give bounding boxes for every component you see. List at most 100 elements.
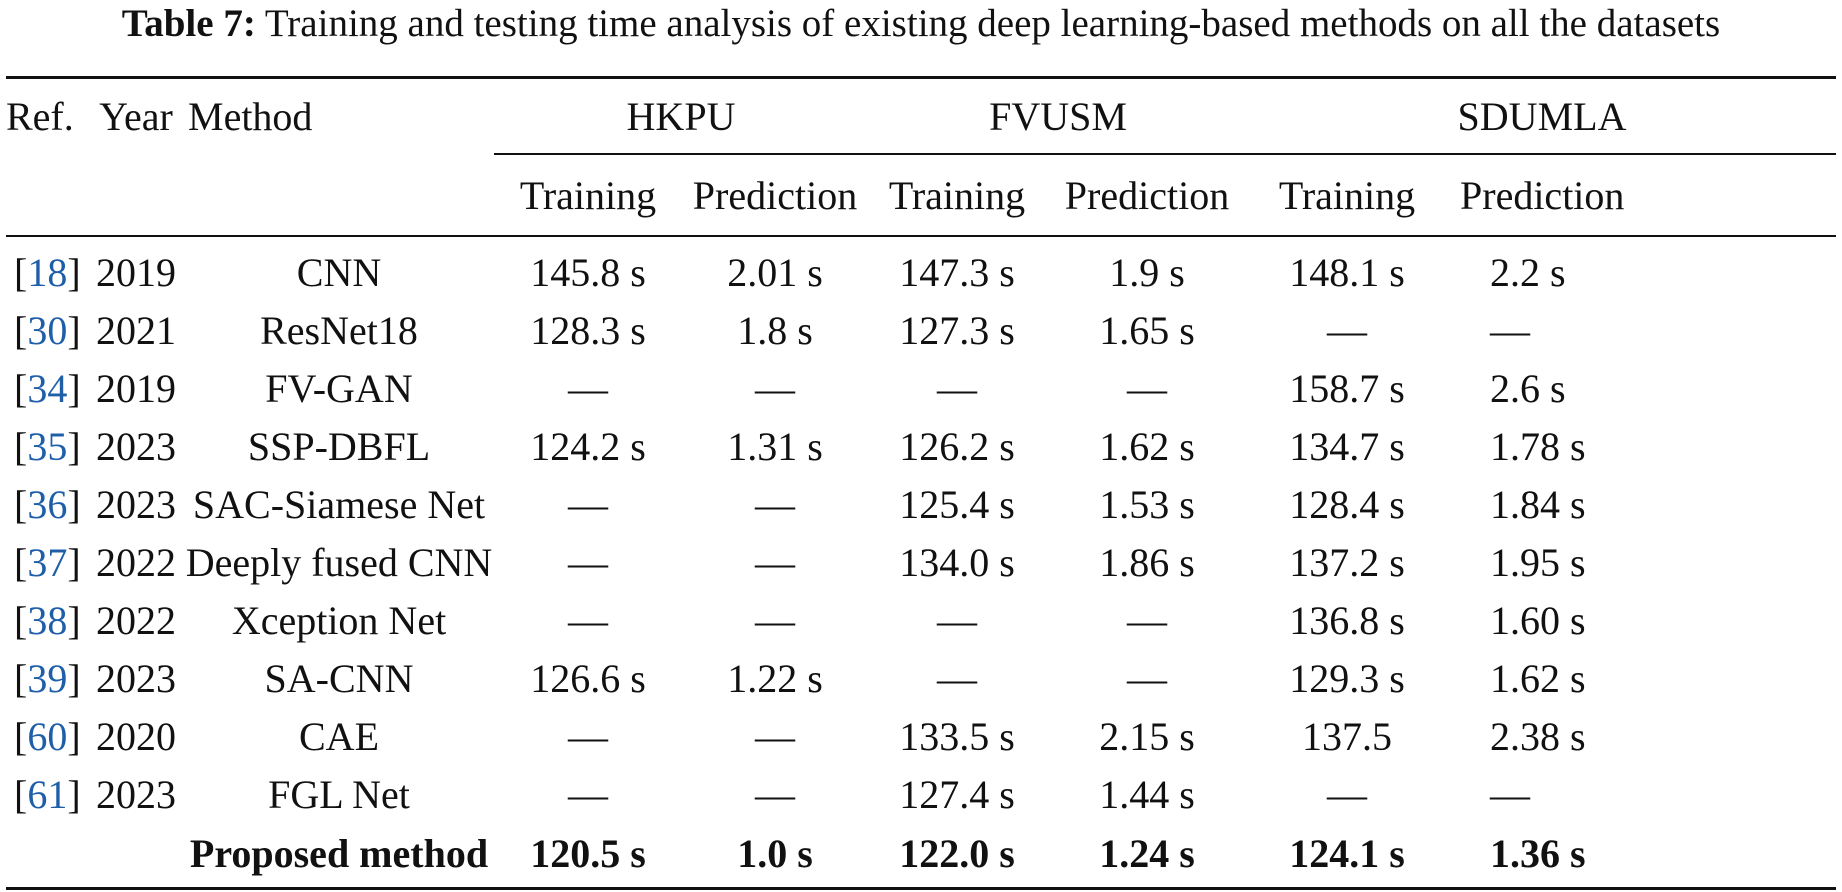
caption-text: Training and testing time analysis of ex… (264, 2, 1721, 45)
table-caption: Table 7: Training and testing time analy… (0, 0, 1842, 48)
ref-cell: [30] (6, 301, 88, 359)
method-cell: CNN (296, 249, 382, 295)
ref-cell: [38] (6, 591, 88, 649)
sdumla-training-cell: 129.3 s (1289, 655, 1405, 701)
citation-link[interactable]: 18 (27, 249, 68, 295)
hkpu-prediction-cell: — (755, 481, 795, 527)
table-row-proposed: Proposed method 120.5 s 1.0 s 122.0 s 1.24 s… (6, 823, 1836, 889)
table-row: [38] 2022 Xception Net — — — —136.8 s 1.60 s (6, 591, 1836, 649)
hkpu-prediction-cell: 1.8 s (737, 307, 813, 353)
year-cell: 2023 (96, 771, 176, 817)
hkpu-training-cell: 126.6 s (530, 655, 646, 701)
hkpu-prediction-cell: — (755, 365, 795, 411)
sdumla-prediction-cell: — (1490, 307, 1530, 353)
fvusm-prediction-cell: 1.44 s (1099, 771, 1195, 817)
fvusm-training-cell: 147.3 s (899, 249, 1015, 295)
ref-cell: [36] (6, 475, 88, 533)
citation-link[interactable]: 37 (27, 539, 68, 585)
fvusm-training-cell: 126.2 s (899, 423, 1015, 469)
year-cell: 2020 (96, 713, 176, 759)
fvusm-prediction-cell: 1.86 s (1099, 539, 1195, 585)
table-row: [35] 2023 SSP-DBFL 124.2 s 1.31 s 126.2 s 1.62… (6, 417, 1836, 475)
ref-bracket-close: ] (67, 249, 81, 295)
table-row: [61] 2023 FGL Net — —127.4 s 1.44 s — — (6, 765, 1836, 823)
citation-link[interactable]: 38 (27, 597, 68, 643)
hkpu-prediction-cell: 1.0 s (737, 830, 813, 876)
fvusm-training-cell: 127.3 s (899, 307, 1015, 353)
method-cell: Xception Net (231, 597, 447, 643)
sdumla-prediction-cell: 2.38 s (1490, 713, 1586, 759)
sdumla-prediction-cell: 2.6 s (1490, 365, 1566, 411)
sdumla-training-cell: — (1327, 307, 1367, 353)
sdumla-training-cell: 137.5 (1302, 713, 1392, 759)
fvusm-training-cell: 134.0 s (899, 539, 1015, 585)
ref-bracket-open: [ (14, 713, 28, 759)
table-row: [36] 2023 SAC-Siamese Net — —125.4 s 1.53 s 12… (6, 475, 1836, 533)
sdumla-training-cell: 148.1 s (1289, 249, 1405, 295)
ref-cell: [61] (6, 765, 88, 823)
header-hkpu-prediction: Prediction (692, 172, 858, 218)
fvusm-training-cell: 133.5 s (899, 713, 1015, 759)
fvusm-prediction-cell: — (1127, 655, 1167, 701)
sdumla-prediction-cell: 1.95 s (1490, 539, 1586, 585)
ref-bracket-open: [ (14, 249, 28, 295)
ref-bracket-close: ] (67, 481, 81, 527)
citation-link[interactable]: 39 (27, 655, 68, 701)
header-hkpu-training: Training (519, 172, 657, 218)
table-row: [39] 2023 SA-CNN 126.6 s 1.22 s — —129.3 s 1.62… (6, 649, 1836, 707)
ref-cell (6, 823, 88, 889)
ref-bracket-close: ] (67, 597, 81, 643)
header-ref: Ref. (6, 94, 74, 139)
fvusm-training-cell: 122.0 s (899, 830, 1015, 876)
fvusm-training-cell: 125.4 s (899, 481, 1015, 527)
caption-label: Table 7: (121, 2, 256, 45)
hkpu-prediction-cell: 1.31 s (727, 423, 823, 469)
header-group-fvusm: FVUSM (868, 77, 1248, 155)
ref-bracket-open: [ (14, 655, 28, 701)
ref-bracket-open: [ (14, 307, 28, 353)
method-cell: SA-CNN (264, 655, 414, 701)
hkpu-training-cell: — (568, 539, 608, 585)
hkpu-training-cell: 124.2 s (530, 423, 646, 469)
ref-cell: [39] (6, 649, 88, 707)
table-row: [34] 2019 FV-GAN — — — —158.7 s 2.6 s (6, 359, 1836, 417)
sdumla-training-cell: 158.7 s (1289, 365, 1405, 411)
table-row: [60] 2020 CAE — —133.5 s 2.15 s 137.5 2.38 s (6, 707, 1836, 765)
ref-bracket-close: ] (67, 423, 81, 469)
ref-cell: [18] (6, 236, 88, 301)
ref-cell: [34] (6, 359, 88, 417)
citation-link[interactable]: 34 (27, 365, 68, 411)
citation-link[interactable]: 36 (27, 481, 68, 527)
ref-cell: [37] (6, 533, 88, 591)
header-fvusm-training: Training (888, 172, 1026, 218)
year-cell (88, 823, 184, 889)
hkpu-training-cell: 145.8 s (530, 249, 646, 295)
citation-link[interactable]: 30 (27, 307, 68, 353)
header-sdumla-training: Training (1278, 172, 1416, 218)
hkpu-prediction-cell: — (755, 771, 795, 817)
citation-link[interactable]: 35 (27, 423, 68, 469)
fvusm-training-cell: 127.4 s (899, 771, 1015, 817)
method-cell: ResNet18 (260, 307, 418, 353)
citation-link[interactable]: 60 (27, 713, 68, 759)
sdumla-training-cell: 134.7 s (1289, 423, 1405, 469)
citation-link[interactable]: 61 (27, 771, 68, 817)
fvusm-prediction-cell: — (1127, 597, 1167, 643)
hkpu-training-cell: 120.5 s (530, 830, 646, 876)
fvusm-prediction-cell: 1.9 s (1109, 249, 1185, 295)
ref-bracket-open: [ (14, 597, 28, 643)
hkpu-prediction-cell: 1.22 s (727, 655, 823, 701)
method-cell: SSP-DBFL (247, 423, 431, 469)
fvusm-training-cell: — (937, 597, 977, 643)
method-cell: SAC-Siamese Net (192, 481, 486, 527)
year-cell: 2023 (96, 423, 176, 469)
sdumla-training-cell: 136.8 s (1289, 597, 1405, 643)
hkpu-training-cell: — (568, 365, 608, 411)
hkpu-prediction-cell: — (755, 597, 795, 643)
table-row: [18] 2019 CNN 145.8 s 2.01 s 147.3 s 1.9 s 148.… (6, 236, 1836, 301)
sdumla-training-cell: 128.4 s (1289, 481, 1405, 527)
table-row: [30] 2021 ResNet18 128.3 s 1.8 s 127.3 s 1.65 … (6, 301, 1836, 359)
timing-table: Ref. Year Method HKPU FVUSM SDUMLA Train… (6, 76, 1836, 890)
year-cell: 2019 (96, 365, 176, 411)
